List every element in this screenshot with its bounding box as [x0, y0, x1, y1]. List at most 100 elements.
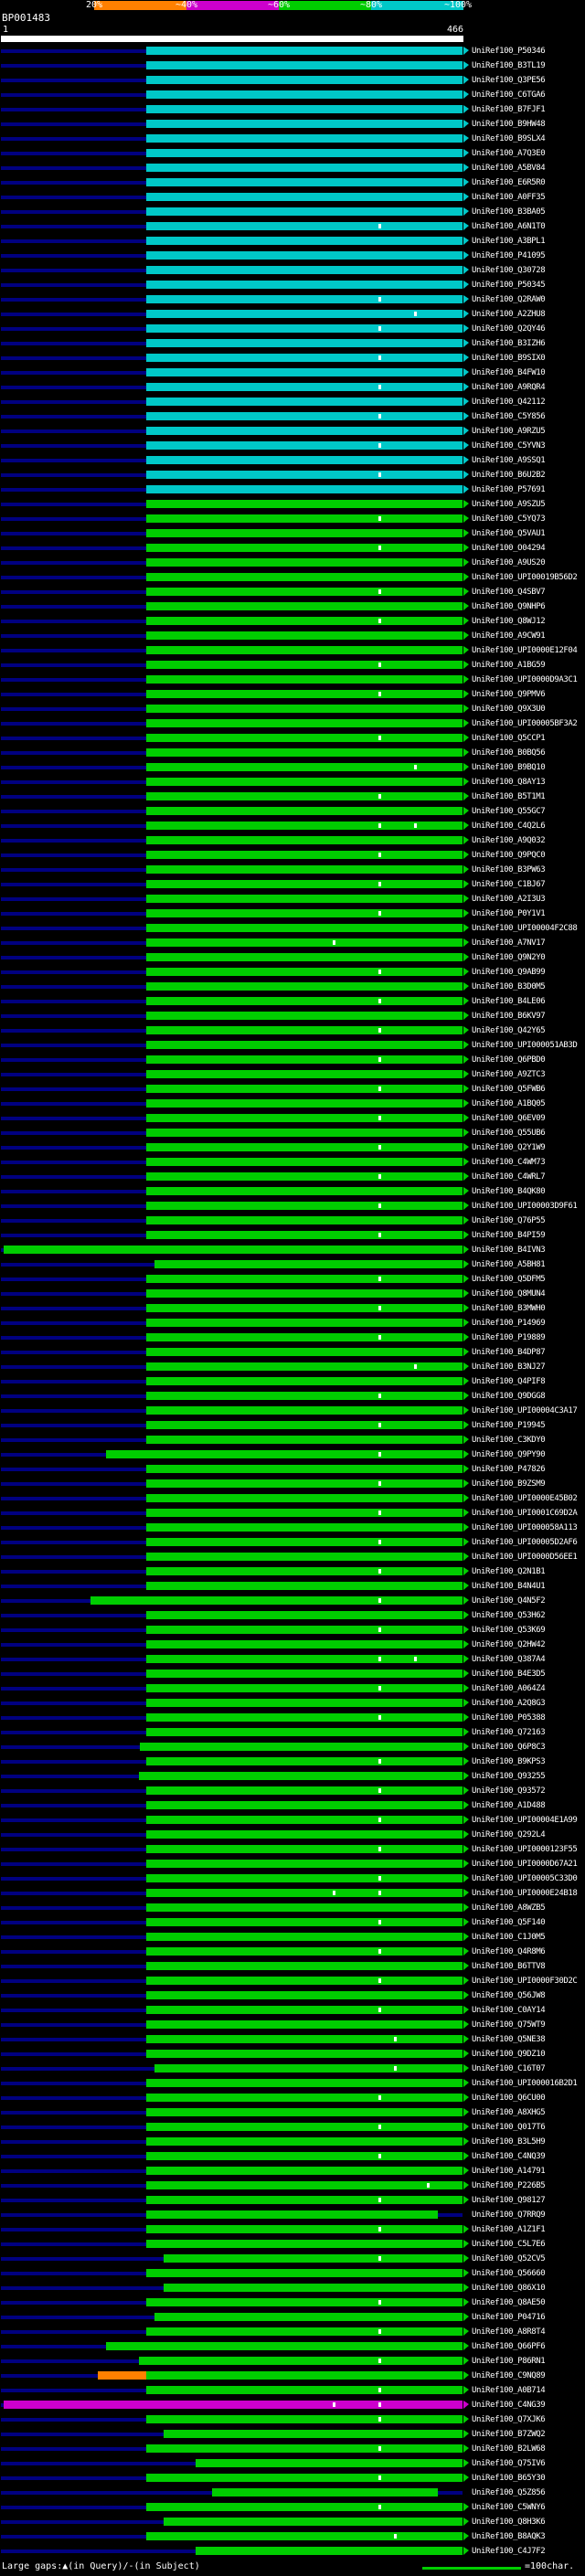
hit-label[interactable]: UniRef100_P04716 — [472, 2313, 546, 2322]
hit-label[interactable]: UniRef100_E6R5R0 — [472, 178, 546, 187]
hit-label[interactable]: UniRef100_Q52CV5 — [472, 2254, 546, 2263]
hit-label[interactable]: UniRef100_B4FW10 — [472, 368, 546, 377]
hit-bar[interactable] — [146, 2269, 463, 2277]
hit-label[interactable]: UniRef100_B4DP87 — [472, 1348, 546, 1357]
hit-label[interactable]: UniRef100_B3D0M5 — [472, 982, 546, 991]
hit-bar[interactable] — [146, 924, 463, 932]
hit-bar[interactable] — [146, 2137, 463, 2146]
hit-bar[interactable] — [139, 1743, 463, 1751]
hit-bar[interactable] — [146, 1362, 463, 1371]
hit-bar[interactable] — [146, 1377, 463, 1385]
hit-bar[interactable] — [90, 1596, 463, 1605]
hit-bar[interactable] — [138, 2357, 463, 2365]
hit-bar[interactable] — [4, 2401, 463, 2409]
hit-label[interactable]: UniRef100_P50346 — [472, 47, 546, 56]
hit-bar[interactable] — [146, 1202, 463, 1210]
hit-bar[interactable] — [146, 207, 463, 216]
hit-bar[interactable] — [196, 2459, 463, 2467]
hit-label[interactable]: UniRef100_C5WNY6 — [472, 2503, 546, 2512]
hit-label[interactable]: UniRef100_Q56660 — [472, 2269, 546, 2278]
hit-label[interactable]: UniRef100_UPI0000E45B02 — [472, 1494, 578, 1503]
hit-bar[interactable] — [146, 1129, 463, 1137]
hit-label[interactable]: UniRef100_P0Y1V1 — [472, 909, 546, 918]
hit-bar[interactable] — [154, 1260, 463, 1268]
hit-label[interactable]: UniRef100_B3L5H9 — [472, 2137, 546, 2147]
hit-label[interactable]: UniRef100_C3KDY0 — [472, 1436, 546, 1445]
hit-label[interactable]: UniRef100_C4NQ39 — [472, 2152, 546, 2161]
hit-bar[interactable] — [146, 1845, 463, 1853]
hit-bar[interactable] — [146, 2108, 463, 2116]
hit-bar[interactable] — [146, 792, 463, 800]
hit-label[interactable]: UniRef100_B6U2B2 — [472, 471, 546, 480]
hit-label[interactable]: UniRef100_A7Q3E0 — [472, 149, 546, 158]
hit-bar[interactable] — [146, 47, 463, 55]
hit-label[interactable]: UniRef100_Q93572 — [472, 1786, 546, 1796]
hit-bar[interactable] — [146, 2225, 463, 2233]
hit-bar[interactable] — [146, 558, 463, 567]
hit-label[interactable]: UniRef100_B7FJF1 — [472, 105, 546, 114]
hit-bar[interactable] — [196, 2547, 463, 2555]
hit-bar[interactable] — [146, 178, 463, 186]
hit-label[interactable]: UniRef100_B3IZH6 — [472, 339, 546, 348]
hit-label[interactable]: UniRef100_C6TGA6 — [472, 90, 546, 100]
hit-bar[interactable] — [146, 1962, 463, 1970]
hit-bar[interactable] — [146, 646, 463, 654]
hit-label[interactable]: UniRef100_A8XHG5 — [472, 2108, 546, 2117]
hit-label[interactable]: UniRef100_Q7XJK6 — [472, 2415, 546, 2424]
hit-label[interactable]: UniRef100_B4LE06 — [472, 997, 546, 1006]
hit-label[interactable]: UniRef100_Q9NHP6 — [472, 602, 546, 611]
hit-bar[interactable] — [146, 1289, 463, 1298]
hit-label[interactable]: UniRef100_Q6EV09 — [472, 1114, 546, 1123]
hit-bar[interactable] — [146, 266, 463, 274]
hit-label[interactable]: UniRef100_Q8MUN4 — [472, 1289, 546, 1299]
hit-bar[interactable] — [146, 2079, 463, 2087]
hit-bar[interactable] — [146, 836, 463, 844]
hit-label[interactable]: UniRef100_Q9PMV6 — [472, 690, 546, 699]
hit-label[interactable]: UniRef100_B4E3D5 — [472, 1670, 546, 1679]
hit-bar[interactable] — [146, 1304, 463, 1312]
hit-bar[interactable] — [146, 2444, 463, 2453]
hit-bar[interactable] — [146, 909, 463, 917]
hit-bar[interactable] — [146, 251, 463, 260]
hit-label[interactable]: UniRef100_A1D488 — [472, 1801, 546, 1810]
hit-bar[interactable] — [146, 2167, 463, 2175]
hit-label[interactable]: UniRef100_Q55UB6 — [472, 1129, 546, 1138]
hit-bar[interactable] — [163, 2254, 463, 2263]
hit-label[interactable]: UniRef100_A7NV17 — [472, 938, 546, 948]
hit-bar[interactable] — [146, 778, 463, 786]
hit-label[interactable]: UniRef100_Q8AY13 — [472, 778, 546, 787]
hit-label[interactable]: UniRef100_C4WRL7 — [472, 1172, 546, 1182]
hit-bar[interactable] — [146, 1143, 463, 1151]
hit-label[interactable]: UniRef100_P19889 — [472, 1333, 546, 1342]
hit-bar[interactable] — [146, 1626, 463, 1634]
hit-bar[interactable] — [146, 997, 463, 1005]
hit-label[interactable]: UniRef100_Q66PF6 — [472, 2342, 546, 2351]
hit-bar[interactable] — [146, 880, 463, 888]
hit-label[interactable]: UniRef100_B9ZSM9 — [472, 1479, 546, 1489]
hit-bar[interactable] — [146, 529, 463, 537]
hit-bar[interactable] — [146, 2152, 463, 2160]
hit-label[interactable]: UniRef100_B9KPS3 — [472, 1757, 546, 1766]
hit-bar[interactable] — [146, 1713, 463, 1722]
hit-label[interactable]: UniRef100_B2LW68 — [472, 2444, 546, 2454]
hit-bar[interactable] — [146, 514, 463, 523]
hit-label[interactable]: UniRef100_Q6CU00 — [472, 2094, 546, 2103]
hit-label[interactable]: UniRef100_Q2N1B1 — [472, 1567, 546, 1576]
hit-bar[interactable] — [146, 222, 463, 230]
hit-bar[interactable] — [146, 441, 463, 450]
hit-label[interactable]: UniRef100_Q017T6 — [472, 2123, 546, 2132]
hit-bar[interactable] — [146, 1830, 463, 1839]
hit-bar[interactable] — [146, 1158, 463, 1166]
hit-label[interactable]: UniRef100_A9RZU5 — [472, 427, 546, 436]
hit-bar[interactable] — [146, 2415, 463, 2423]
hit-label[interactable]: UniRef100_Q5NE38 — [472, 2035, 546, 2044]
hit-label[interactable]: UniRef100_A5BH81 — [472, 1260, 546, 1269]
hit-bar[interactable] — [146, 2503, 463, 2511]
hit-bar[interactable] — [146, 588, 463, 596]
hit-bar[interactable] — [146, 2181, 463, 2189]
hit-label[interactable]: UniRef100_A9Q032 — [472, 836, 546, 845]
hit-bar[interactable] — [146, 1055, 463, 1064]
hit-bar[interactable] — [146, 1801, 463, 1809]
hit-bar[interactable] — [146, 368, 463, 376]
hit-bar[interactable] — [146, 1728, 463, 1736]
